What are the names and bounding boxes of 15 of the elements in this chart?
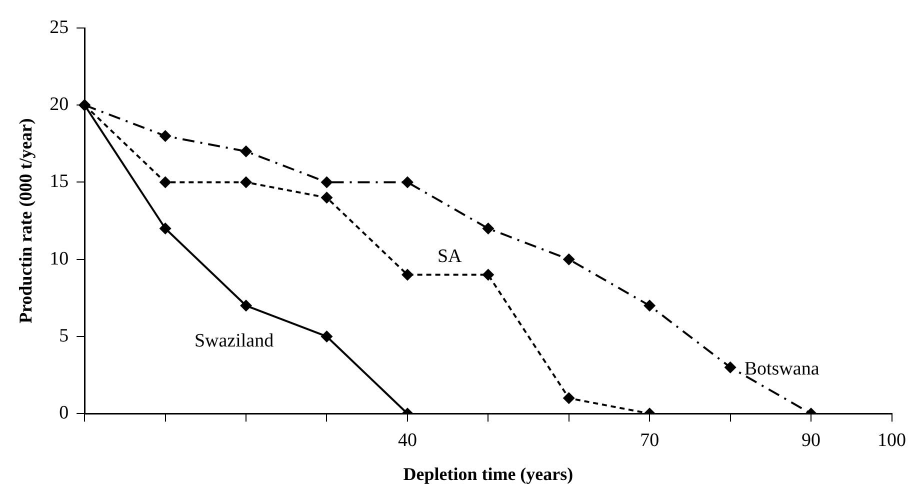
y-tick-label: 10	[50, 248, 69, 270]
x-tick-label: 70	[640, 430, 660, 451]
x-tick-label: 100	[878, 430, 906, 451]
x-tick-label: 40	[398, 430, 417, 451]
series-label: Botswana	[744, 358, 820, 380]
y-tick-label: 25	[50, 16, 69, 38]
y-tick-label: 20	[50, 94, 69, 116]
y-tick-label: 5	[59, 325, 69, 346]
y-tick-label: 0	[59, 402, 69, 424]
x-axis-title: Depletion time (years)	[403, 464, 574, 484]
y-axis-title: Productin rate (000 t/year)	[15, 118, 36, 324]
series-label: Swaziland	[194, 330, 274, 352]
x-tick-label: 90	[802, 430, 821, 451]
series-label: SA	[437, 246, 462, 267]
y-tick-label: 15	[50, 171, 69, 192]
